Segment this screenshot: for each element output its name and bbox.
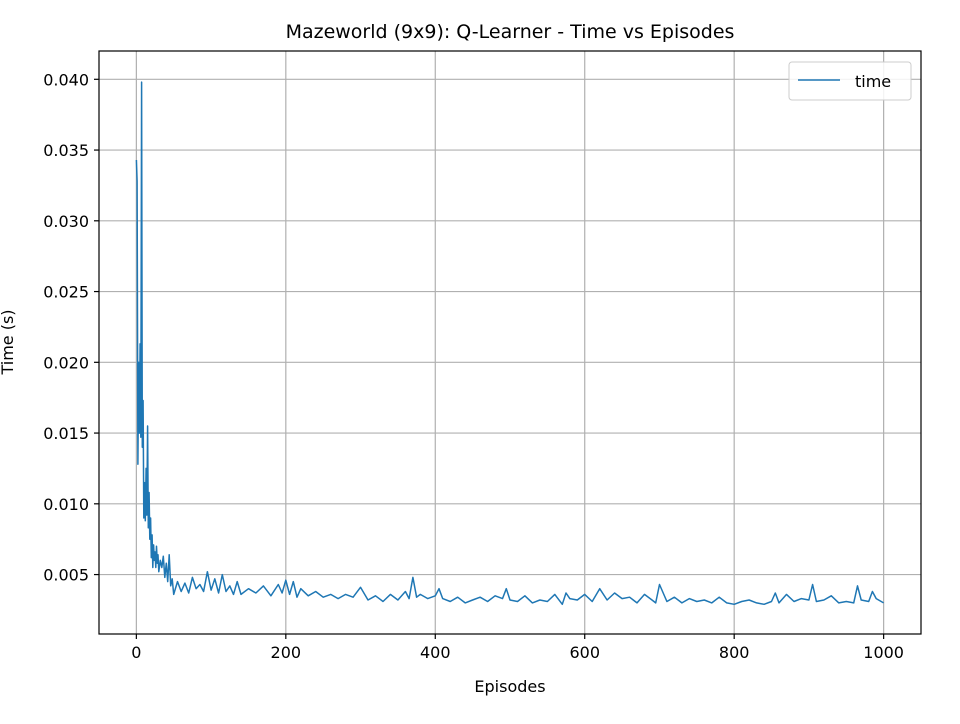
- x-tick-label: 400: [420, 643, 451, 662]
- x-tick-label: 0: [131, 643, 141, 662]
- legend-box: [788, 61, 912, 101]
- x-tick-label: 1000: [863, 643, 904, 662]
- x-tick-label: 600: [569, 643, 600, 662]
- y-tick-label: 0.020: [43, 353, 89, 372]
- y-tick-label: 0.030: [43, 212, 89, 231]
- y-tick-label: 0.040: [43, 70, 89, 89]
- series-layer: [135, 81, 884, 606]
- legend: time: [788, 61, 912, 101]
- x-tick-label: 800: [719, 643, 750, 662]
- y-tick-label: 0.035: [43, 141, 89, 160]
- x-tick-label: 200: [271, 643, 302, 662]
- y-tick-label: 0.025: [43, 283, 89, 302]
- y-tick-label: 0.015: [43, 424, 89, 443]
- y-tick-label: 0.010: [43, 495, 89, 514]
- series-line-time: [135, 81, 884, 606]
- y-axis-label: Time (s): [0, 309, 17, 375]
- x-axis-label: Episodes: [474, 677, 545, 696]
- legend-label-time: time: [855, 72, 891, 91]
- chart-title: Mazeworld (9x9): Q-Learner - Time vs Epi…: [286, 21, 735, 43]
- y-tick-label: 0.005: [43, 566, 89, 585]
- grid-layer: [99, 51, 921, 634]
- ticks-layer: 0 200 400 600 800 1000 0.005 0.010 0.015 0.020 0.0…: [43, 70, 904, 662]
- axes-frame: [98, 50, 922, 635]
